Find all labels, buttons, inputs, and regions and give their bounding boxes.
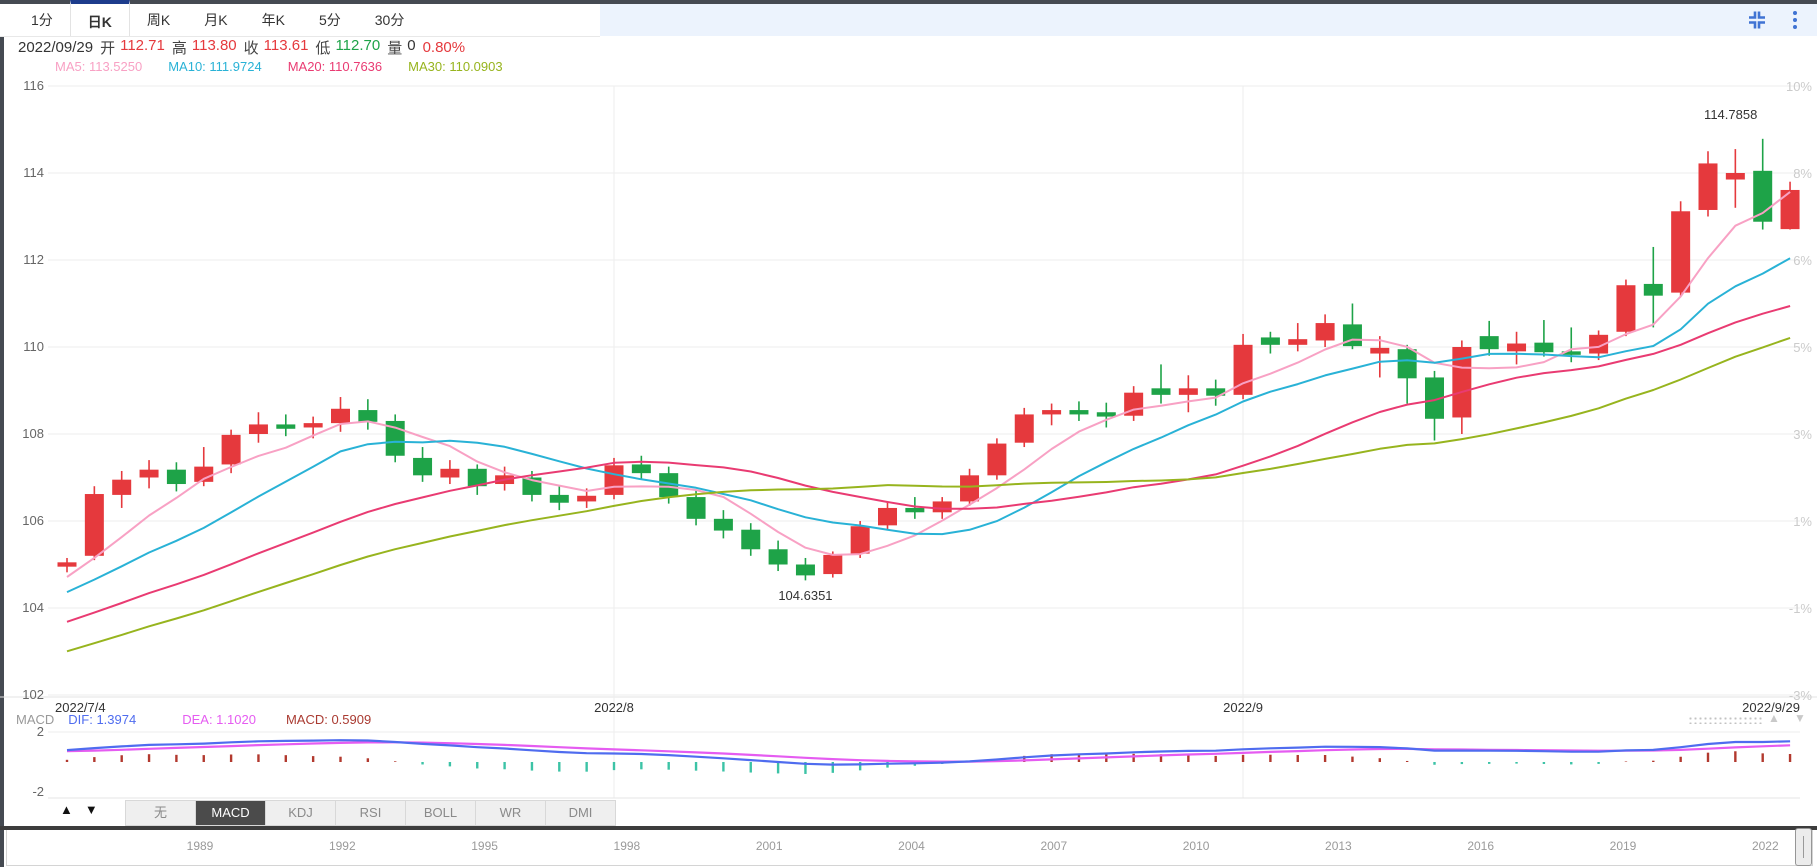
y-axis-price-label: 106 bbox=[22, 513, 44, 528]
y-axis-percent-label: 6% bbox=[1793, 253, 1812, 268]
quote-field-value: 112.71 bbox=[120, 36, 165, 54]
timeline-year-label: 2010 bbox=[1182, 839, 1210, 853]
y-axis-price-label: 112 bbox=[23, 252, 44, 267]
quote-field-label: 收 bbox=[243, 39, 259, 57]
ma-legend: MA5: 113.5250 MA10: 111.9724 MA20: 110.763… bbox=[55, 59, 503, 75]
pane-drag-dots-handle[interactable] bbox=[1688, 716, 1762, 724]
timeline-scroll-handle[interactable] bbox=[1795, 828, 1812, 866]
x-axis-date-label: 2022/9 bbox=[1223, 700, 1263, 715]
ma-legend-item-3: MA20: 110.7636 bbox=[287, 59, 383, 74]
indicator-tab-RSI[interactable]: RSI bbox=[336, 801, 406, 825]
y-axis-percent-label: 8% bbox=[1793, 166, 1812, 181]
timeline-year-label: 1998 bbox=[613, 839, 641, 853]
timeline-year-label: 1995 bbox=[471, 839, 498, 853]
quote-field: 低 112.70 bbox=[315, 37, 380, 58]
low-price-annotation: 104.6351 bbox=[778, 588, 833, 604]
pane-expand-down-icon[interactable]: ▼ bbox=[1794, 711, 1806, 725]
period-tab-1分[interactable]: 1分 bbox=[31, 12, 53, 28]
indicator-scroll-arrows: ▲ ▼ bbox=[60, 802, 98, 817]
y-axis-price-label: 104 bbox=[22, 600, 44, 615]
indicator-tab-无[interactable]: 无 bbox=[126, 801, 196, 825]
quote-field-value: 112.70 bbox=[335, 36, 381, 54]
macd-legend-item-3: DEA: 1.1020 bbox=[182, 712, 256, 727]
indicator-tab-BOLL[interactable]: BOLL bbox=[406, 801, 476, 825]
x-axis-date-label: 2022/9/29 bbox=[1742, 700, 1800, 715]
period-tab-30分[interactable]: 30分 bbox=[374, 12, 405, 28]
ma-legend-item-2: MA10: 111.9724 bbox=[168, 59, 262, 74]
change-percent: 0.80% bbox=[422, 38, 466, 56]
quote-field-label: 高 bbox=[171, 39, 187, 57]
y-axis-price-label: 116 bbox=[23, 78, 44, 93]
pane-collapse-up-icon[interactable]: ▲ bbox=[1768, 711, 1780, 725]
quote-field: 收 113.61 bbox=[244, 37, 309, 58]
timeline-navigator[interactable] bbox=[6, 830, 1813, 866]
indicator-tabs: 无 MACD KDJ RSI BOLL WR DMI bbox=[125, 800, 616, 826]
timeline-year-label: 2016 bbox=[1467, 839, 1495, 853]
period-tabs: 1分 日K 周K 月K 年K 5分 30分 bbox=[14, 0, 421, 36]
macd-legend: MACD DIF: 1.3974 DEA: 1.1020 MACD: 0.5909 bbox=[16, 712, 371, 727]
y-axis-price-label: 102 bbox=[22, 687, 44, 702]
timeline-year-label: 2013 bbox=[1325, 839, 1352, 853]
quote-field-value: 113.80 bbox=[191, 36, 237, 54]
timeline-year-label: 2004 bbox=[898, 839, 925, 853]
collapse-icon[interactable] bbox=[1745, 8, 1769, 32]
ma-legend-item-4: MA30: 110.0903 bbox=[408, 59, 503, 74]
quote-field-label: 开 bbox=[100, 39, 116, 57]
ma-legend-item-1: MA5: 113.5250 bbox=[55, 59, 143, 74]
indicator-down-arrow[interactable]: ▼ bbox=[84, 802, 98, 817]
period-tab-周K[interactable]: 周K bbox=[146, 12, 171, 28]
y-axis-price-label: 110 bbox=[23, 339, 44, 354]
timeline-year-label: 1992 bbox=[328, 839, 356, 853]
timeline-year-label: 2022 bbox=[1751, 839, 1779, 853]
period-tab-年K[interactable]: 年K bbox=[261, 12, 285, 28]
indicator-tab-DMI[interactable]: DMI bbox=[546, 801, 616, 825]
ohlc-info-bar: 2022/09/29 开 112.71 高 113.80 收 113.61 低 112.70 量… bbox=[18, 37, 466, 58]
macd-axis-label: 2 bbox=[36, 724, 44, 739]
timeline-year-label: 2007 bbox=[1040, 839, 1068, 853]
y-axis-percent-label: -3% bbox=[1788, 688, 1812, 703]
quote-field-label: 低 bbox=[315, 39, 331, 57]
indicator-tab-WR[interactable]: WR bbox=[476, 801, 546, 825]
quote-field-label: 量 bbox=[387, 39, 403, 57]
y-axis-percent-label: 1% bbox=[1793, 514, 1812, 529]
timeline-year-label: 1989 bbox=[186, 839, 214, 853]
more-kebab-icon[interactable] bbox=[1783, 8, 1807, 32]
window-top-edge bbox=[0, 0, 1817, 4]
quote-field-value: 113.61 bbox=[263, 36, 309, 54]
quote-field: 开 112.71 bbox=[100, 37, 165, 58]
x-axis-date-label: 2022/8 bbox=[594, 700, 634, 715]
quote-date: 2022/09/29 bbox=[18, 38, 94, 56]
period-tab-日K[interactable]: 日K bbox=[69, 0, 130, 36]
macd-axis-label: -2 bbox=[32, 784, 44, 799]
indicator-tab-KDJ[interactable]: KDJ bbox=[266, 801, 336, 825]
macd-legend-item-2: DIF: 1.3974 bbox=[68, 712, 137, 727]
timeline-year-label: 2019 bbox=[1609, 839, 1637, 853]
macd-legend-item-4: MACD: 0.5909 bbox=[285, 712, 372, 727]
y-axis-percent-label: 10% bbox=[1785, 79, 1812, 94]
quote-field: 高 113.80 bbox=[172, 37, 237, 58]
timeline-year-label: 2001 bbox=[755, 839, 783, 853]
macd-legend-item-1: MACD bbox=[16, 712, 55, 727]
header-icons bbox=[1745, 4, 1807, 36]
x-axis-date-label: 2022/7/4 bbox=[55, 700, 106, 715]
y-axis-percent-label: 3% bbox=[1793, 427, 1812, 442]
indicator-up-arrow[interactable]: ▲ bbox=[60, 802, 73, 817]
y-axis-percent-label: -1% bbox=[1788, 601, 1812, 616]
quote-field-value: 0 bbox=[407, 36, 416, 54]
indicator-tab-MACD[interactable]: MACD bbox=[196, 801, 266, 825]
y-axis-percent-label: 5% bbox=[1793, 340, 1812, 355]
y-axis-price-label: 114 bbox=[23, 165, 44, 180]
high-price-annotation: 114.7858 bbox=[1704, 106, 1758, 122]
period-tab-5分[interactable]: 5分 bbox=[318, 12, 341, 28]
period-tab-月K[interactable]: 月K bbox=[204, 12, 228, 28]
timeline-top-bar bbox=[0, 826, 1817, 830]
period-tab-bar: 1分 日K 周K 月K 年K 5分 30分 bbox=[0, 0, 1817, 37]
window-left-edge bbox=[0, 36, 4, 867]
y-axis-price-label: 108 bbox=[22, 426, 44, 441]
